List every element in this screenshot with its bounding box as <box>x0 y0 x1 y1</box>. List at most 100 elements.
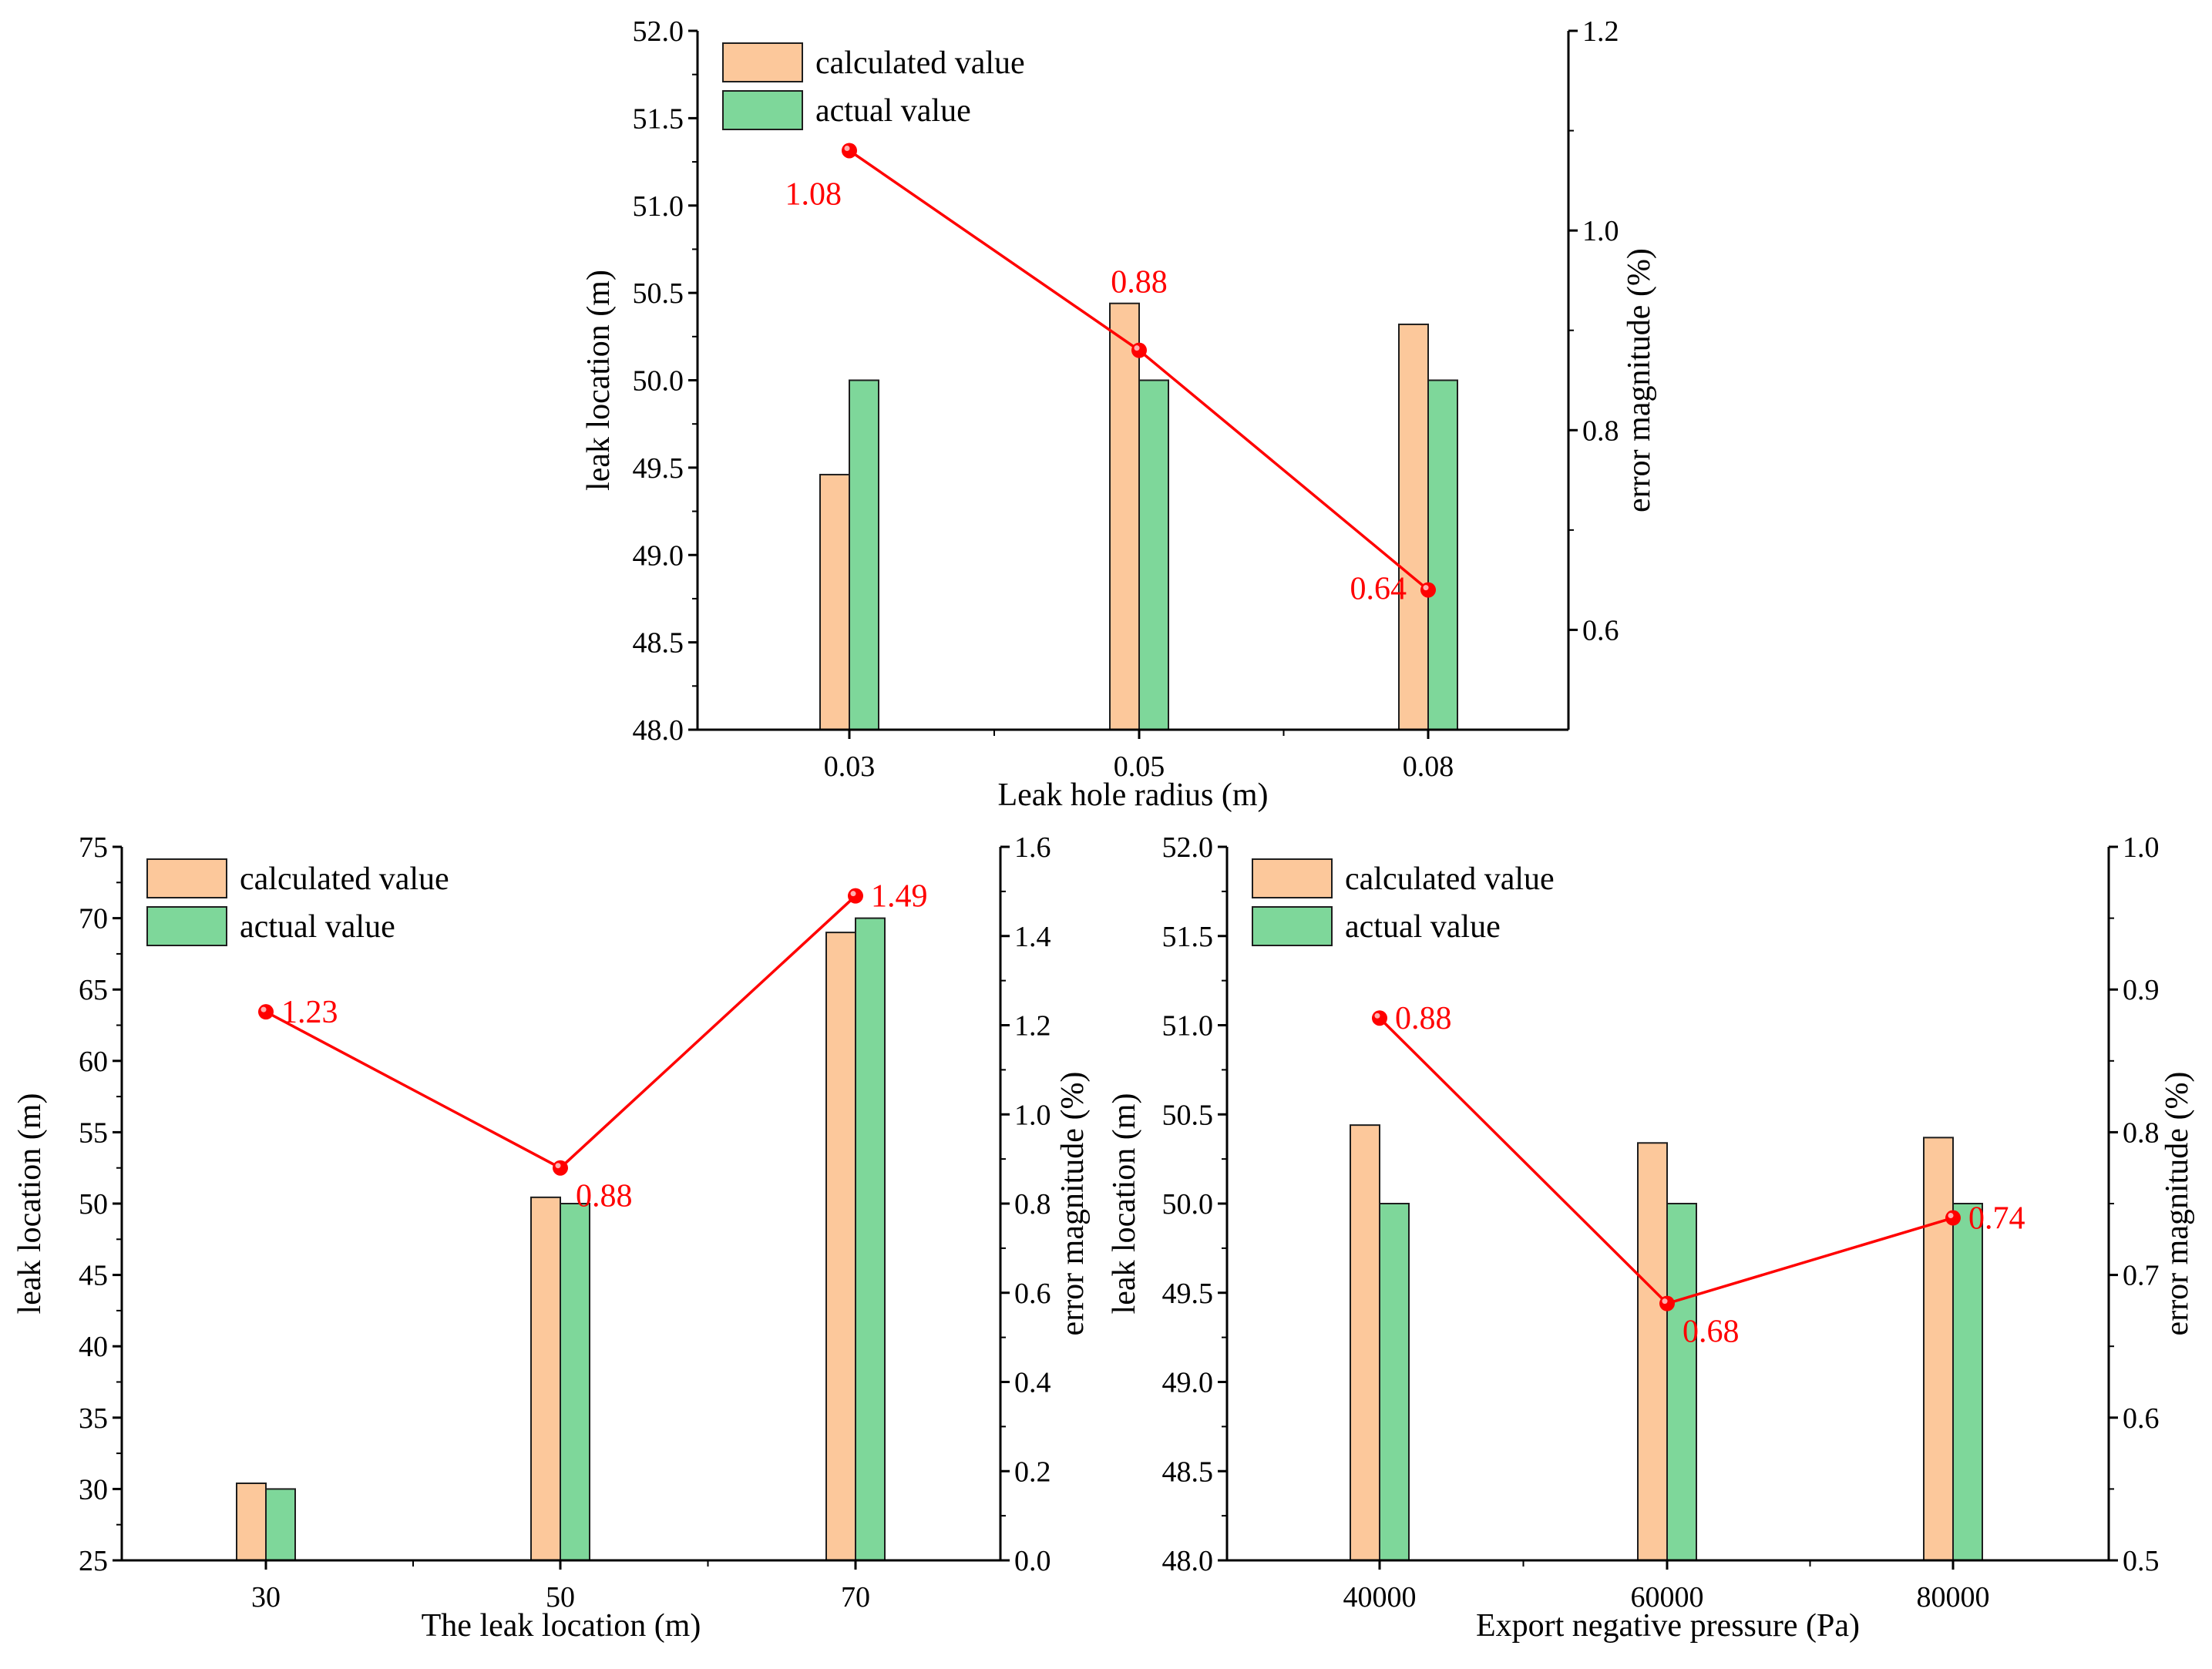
x-tick-label: 40000 <box>1343 1581 1417 1614</box>
error-point-60000 <box>1659 1295 1675 1311</box>
y2-tick-label: 0.5 <box>2123 1545 2160 1577</box>
y-tick-label: 60 <box>79 1046 108 1078</box>
y2-axis-title: error magnitude (%) <box>2160 1072 2195 1336</box>
y-tick-label: 52.0 <box>633 15 684 48</box>
y2-tick-label: 1.2 <box>1582 15 1619 48</box>
actual-bar-0.08 <box>1427 379 1458 730</box>
x-tick-label: 60000 <box>1631 1581 1704 1614</box>
legend-swatch-actual <box>722 90 803 130</box>
y-tick-label: 48.5 <box>1162 1456 1214 1488</box>
x-tick-label: 0.08 <box>1403 751 1454 783</box>
error-label-30: 1.23 <box>281 995 338 1030</box>
calculated-bar-80000 <box>1923 1137 1954 1561</box>
y2-axis-title: error magnitude (%) <box>1622 248 1657 512</box>
error-label-0.05: 0.88 <box>1111 265 1168 301</box>
y-tick-label: 51.0 <box>633 190 684 223</box>
y2-tick-label: 0.9 <box>2123 974 2160 1006</box>
x-tick-label: 30 <box>251 1581 281 1614</box>
legend-label-calculated: calculated value <box>1345 861 1555 897</box>
y-tick-label: 25 <box>79 1545 108 1577</box>
y-tick-label: 50.0 <box>633 365 684 398</box>
actual-bar-50 <box>560 1203 590 1561</box>
x-tick-label: 80000 <box>1917 1581 1990 1614</box>
error-label-40000: 0.88 <box>1395 1001 1452 1036</box>
legend-swatch-calculated <box>146 858 227 898</box>
error-label-70: 1.49 <box>871 879 928 915</box>
y-tick-label: 45 <box>79 1260 108 1292</box>
calculated-bar-60000 <box>1637 1142 1668 1562</box>
actual-bar-40000 <box>1379 1203 1410 1561</box>
y-axis-title: leak location (m) <box>1107 1093 1142 1315</box>
legend-swatch-actual <box>1252 906 1333 946</box>
y2-tick-label: 0.6 <box>1014 1278 1051 1310</box>
x-tick-label: 50 <box>546 1581 575 1614</box>
y2-tick-label: 1.6 <box>1014 831 1051 864</box>
actual-bar-60000 <box>1666 1203 1697 1561</box>
y-tick-label: 51.0 <box>1162 1010 1214 1043</box>
error-label-0.03: 1.08 <box>785 176 842 212</box>
y-tick-label: 49.5 <box>1162 1278 1214 1310</box>
chart-top: 48.0 48.5 49.0 49.5 50.0 50.5 51.0 51.5 52.0 0.6 0… <box>581 15 1657 813</box>
y2-tick-label: 1.0 <box>1014 1099 1051 1131</box>
y-tick-label: 70 <box>79 903 108 935</box>
x-tick-label: 70 <box>841 1581 870 1614</box>
y-axis-title: leak location (m) <box>581 270 617 491</box>
actual-bar-0.03 <box>849 379 879 730</box>
y-tick-label: 51.5 <box>633 102 684 135</box>
y2-tick-label: 0.8 <box>2123 1117 2160 1149</box>
error-point-highlight <box>1374 1012 1380 1019</box>
y-tick-label: 48.5 <box>633 627 684 660</box>
x-tick-label: 0.03 <box>824 751 876 783</box>
actual-bar-0.05 <box>1138 379 1169 730</box>
y-tick-label: 48.0 <box>1162 1545 1214 1577</box>
actual-bar-80000 <box>1952 1203 1983 1561</box>
calculated-bar-40000 <box>1350 1124 1380 1561</box>
error-label-60000: 0.68 <box>1683 1315 1740 1350</box>
y-tick-label: 30 <box>79 1473 108 1506</box>
y2-tick-label: 0.7 <box>2123 1260 2160 1292</box>
y-tick-label: 51.5 <box>1162 921 1214 953</box>
calculated-bar-30 <box>236 1482 267 1561</box>
y-tick-label: 49.5 <box>633 452 684 485</box>
error-point-30 <box>258 1004 274 1020</box>
y-tick-label: 50.0 <box>1162 1188 1214 1221</box>
error-label-80000: 0.74 <box>1968 1201 2025 1237</box>
legend-label-actual: actual value <box>240 909 395 945</box>
y2-tick-label: 0.2 <box>1014 1456 1051 1488</box>
legend-label-actual: actual value <box>1345 909 1501 945</box>
calculated-bar-50 <box>530 1196 561 1561</box>
error-point-80000 <box>1945 1210 1961 1226</box>
y-tick-label: 52.0 <box>1162 831 1214 864</box>
calculated-bar-0.03 <box>819 473 850 730</box>
y2-tick-label: 0.8 <box>1014 1188 1051 1221</box>
calculated-bar-0.05 <box>1109 302 1140 731</box>
actual-bar-70 <box>855 917 886 1561</box>
error-point-highlight <box>1662 1298 1668 1305</box>
y2-tick-label: 0.6 <box>2123 1402 2160 1435</box>
chart-bottom-right: 48.0 48.5 49.0 49.5 50.0 50.5 51.0 51.5 52.0 0.5 0… <box>1107 831 2195 1644</box>
y2-tick-label: 0.8 <box>1582 415 1619 447</box>
error-point-highlight <box>555 1163 561 1169</box>
y-axis-title: leak location (m) <box>12 1093 48 1315</box>
y2-tick-label: 0.4 <box>1014 1367 1051 1399</box>
error-label-0.08: 0.64 <box>1350 572 1407 607</box>
error-point-highlight <box>844 145 850 151</box>
y2-axis-title: error magnitude (%) <box>1055 1072 1091 1336</box>
error-point-70 <box>848 888 863 904</box>
error-point-0.05 <box>1131 342 1147 358</box>
error-point-0.03 <box>842 143 857 159</box>
y-tick-label: 50 <box>79 1188 108 1221</box>
legend-label-calculated: calculated value <box>815 45 1025 81</box>
error-point-highlight <box>1948 1213 1954 1219</box>
chart-bottom-left: 25 30 35 40 45 50 55 60 65 70 75 0.0 0.2 0.4 0.6 0.8 1.0… <box>12 831 1091 1644</box>
y-tick-label: 50.5 <box>633 277 684 310</box>
y-tick-label: 75 <box>79 831 108 864</box>
actual-bar-30 <box>265 1488 296 1562</box>
y-tick-label: 49.0 <box>1162 1367 1214 1399</box>
y-tick-label: 65 <box>79 974 108 1006</box>
y-tick-label: 50.5 <box>1162 1099 1214 1131</box>
y2-tick-label: 1.0 <box>2123 831 2160 864</box>
error-point-highlight <box>1423 585 1429 591</box>
y-tick-label: 35 <box>79 1402 108 1435</box>
